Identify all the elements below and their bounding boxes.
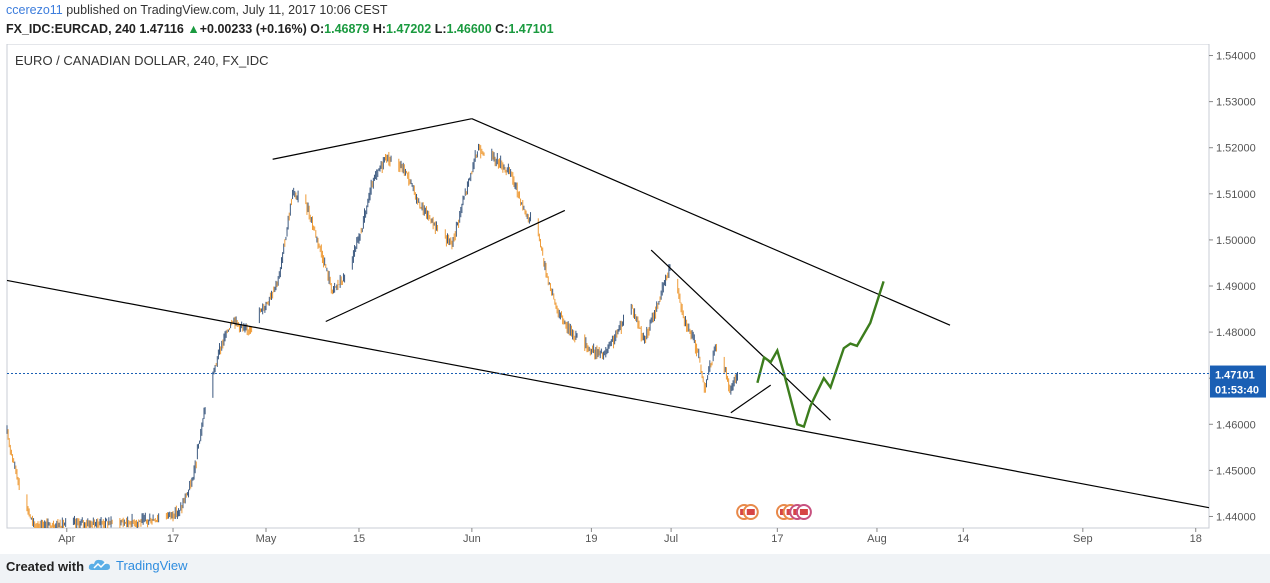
tradingview-brand[interactable]: TradingView xyxy=(88,557,188,573)
chart-title: EURO / CANADIAN DOLLAR, 240, FX_IDC xyxy=(15,53,269,68)
x-tick-label: 19 xyxy=(585,533,597,545)
close-label: C: xyxy=(495,22,509,36)
x-tick-label: May xyxy=(256,533,277,545)
y-tick-label: 1.48000 xyxy=(1216,327,1256,339)
close-value: 1.47101 xyxy=(508,22,554,36)
event-flag-usa-icon xyxy=(799,509,808,515)
price-tag xyxy=(1210,365,1266,398)
tradingview-link[interactable]: TradingView xyxy=(116,557,188,573)
x-tick-label: Apr xyxy=(58,533,75,545)
candles xyxy=(6,143,738,528)
high-label: H: xyxy=(372,22,387,36)
low-value: 1.46600 xyxy=(446,22,492,36)
x-tick-label: 18 xyxy=(1190,533,1202,545)
x-tick-label: Jun xyxy=(463,533,481,545)
high-value: 1.47202 xyxy=(386,22,432,36)
published-text: published on TradingView.com, July 11, 2… xyxy=(66,3,388,17)
y-tick-label: 1.51000 xyxy=(1216,189,1256,201)
y-tick-label: 1.46000 xyxy=(1216,419,1256,431)
y-tick-label: 1.45000 xyxy=(1216,465,1256,477)
event-markers[interactable] xyxy=(736,504,812,520)
up-arrow-icon: ▲ xyxy=(187,22,200,36)
footer: Created with TradingView xyxy=(0,554,1270,583)
low-label: L: xyxy=(434,22,447,36)
created-with-label: Created with xyxy=(6,559,85,574)
x-tick-label: Sep xyxy=(1073,533,1093,545)
change-value: +0.00233 (+0.16%) xyxy=(199,22,307,36)
time-axis[interactable]: Apr 17 May 15 Jun 19 Jul 17 Aug 14 Sep 18 xyxy=(58,528,1202,545)
trendline[interactable] xyxy=(325,209,566,323)
publish-line: ccerezo11 published on TradingView.com, … xyxy=(6,3,388,17)
trendline[interactable] xyxy=(6,279,1210,509)
trendline[interactable] xyxy=(471,118,951,326)
chart-header: ccerezo11 published on TradingView.com, … xyxy=(0,0,1270,44)
price-axis[interactable]: 1.440001.450001.460001.470001.480001.490… xyxy=(1209,51,1256,524)
y-tick-label: 1.53000 xyxy=(1216,97,1256,109)
trendline[interactable] xyxy=(650,249,831,421)
last-price: 1.47116 xyxy=(139,22,184,36)
author-link[interactable]: ccerezo11 xyxy=(6,3,63,17)
open-label: O: xyxy=(310,22,325,36)
open-value: 1.46879 xyxy=(324,22,370,36)
plot-frame xyxy=(6,43,1210,529)
x-tick-label: 15 xyxy=(353,533,365,545)
x-tick-label: Aug xyxy=(867,533,887,545)
trendline[interactable] xyxy=(730,384,772,414)
y-tick-label: 1.52000 xyxy=(1216,143,1256,155)
price-tag-value: 1.47101 xyxy=(1215,370,1255,382)
price-chart[interactable]: EURO / CANADIAN DOLLAR, 240, FX_IDC 1.44… xyxy=(0,43,1270,554)
trendlines[interactable] xyxy=(6,118,1210,509)
event-flag-canada-icon xyxy=(746,509,755,515)
y-tick-label: 1.50000 xyxy=(1216,235,1256,247)
ohlc-line: FX_IDC:EURCAD, 240 1.47116 ▲+0.00233 (+0… xyxy=(6,22,554,36)
symbol-label: FX_IDC:EURCAD, 240 xyxy=(6,22,136,36)
projection-path[interactable] xyxy=(756,281,885,429)
y-tick-label: 1.44000 xyxy=(1216,511,1256,523)
x-tick-label: 17 xyxy=(771,533,783,545)
tradingview-cloud-icon xyxy=(88,559,110,570)
x-tick-label: 17 xyxy=(167,533,179,545)
chart-area[interactable]: EURO / CANADIAN DOLLAR, 240, FX_IDC 1.44… xyxy=(0,43,1270,554)
price-tag-countdown: 01:53:40 xyxy=(1215,385,1259,397)
trendline[interactable] xyxy=(272,118,472,160)
y-tick-label: 1.54000 xyxy=(1216,51,1256,63)
x-tick-label: Jul xyxy=(664,533,678,545)
y-tick-label: 1.49000 xyxy=(1216,281,1256,293)
x-tick-label: 14 xyxy=(957,533,969,545)
